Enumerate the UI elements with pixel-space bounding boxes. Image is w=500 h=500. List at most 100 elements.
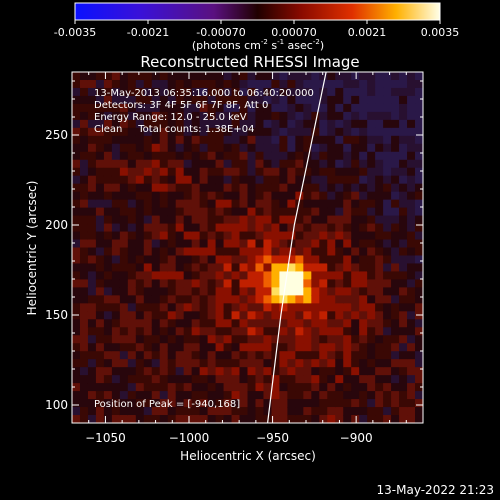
image-pixel — [319, 239, 328, 249]
image-pixel — [159, 311, 169, 320]
image-pixel — [295, 239, 304, 249]
image-pixel — [391, 271, 400, 281]
image-pixel — [303, 359, 312, 368]
image-pixel — [119, 311, 129, 320]
image-pixel — [183, 87, 193, 97]
image-pixel — [279, 359, 288, 368]
image-pixel — [143, 415, 153, 423]
image-pixel — [87, 215, 97, 225]
image-pixel — [239, 239, 249, 249]
image-pixel — [255, 351, 265, 360]
image-pixel — [399, 399, 408, 408]
image-pixel — [407, 79, 416, 89]
image-pixel — [223, 223, 233, 233]
image-pixel — [151, 263, 161, 273]
image-pixel — [271, 72, 281, 81]
image-pixel — [375, 335, 384, 344]
image-pixel — [335, 271, 344, 281]
image-pixel — [279, 271, 288, 281]
image-pixel — [79, 247, 89, 257]
image-pixel — [95, 279, 105, 288]
image-pixel — [151, 223, 161, 233]
image-pixel — [167, 247, 177, 257]
image-pixel — [407, 391, 416, 400]
image-pixel — [271, 159, 281, 169]
image-pixel — [72, 279, 81, 288]
image-pixel — [239, 199, 249, 209]
image-pixel — [295, 175, 304, 185]
image-pixel — [311, 415, 320, 423]
image-pixel — [399, 351, 408, 360]
image-pixel — [127, 143, 137, 153]
image-pixel — [327, 335, 336, 344]
image-pixel — [111, 87, 121, 97]
image-pixel — [255, 367, 265, 376]
image-pixel — [263, 167, 273, 177]
image-pixel — [159, 295, 169, 304]
image-pixel — [95, 143, 105, 153]
image-pixel — [239, 303, 249, 312]
image-pixel — [191, 231, 201, 241]
image-pixel — [391, 87, 400, 97]
image-pixel — [143, 255, 153, 265]
image-pixel — [207, 127, 217, 137]
image-pixel — [135, 167, 145, 177]
image-pixel — [263, 239, 273, 249]
image-pixel — [87, 303, 97, 312]
image-pixel — [311, 311, 320, 320]
image-pixel — [255, 391, 265, 400]
image-pixel — [247, 103, 257, 113]
image-pixel — [143, 247, 153, 257]
image-pixel — [399, 151, 408, 161]
image-pixel — [351, 263, 360, 273]
image-pixel — [303, 231, 312, 241]
image-pixel — [303, 103, 312, 113]
image-pixel — [183, 287, 193, 296]
image-pixel — [207, 407, 217, 416]
image-pixel — [239, 295, 249, 304]
image-pixel — [399, 199, 408, 209]
image-pixel — [247, 167, 257, 177]
image-pixel — [135, 263, 145, 273]
image-pixel — [263, 351, 273, 360]
image-pixel — [191, 263, 201, 273]
image-pixel — [311, 247, 320, 257]
image-pixel — [167, 295, 177, 304]
image-pixel — [295, 335, 304, 344]
image-pixel — [343, 271, 352, 281]
image-pixel — [319, 199, 328, 209]
image-pixel — [375, 255, 384, 265]
image-pixel — [239, 407, 249, 416]
image-pixel — [119, 127, 129, 137]
image-pixel — [279, 103, 288, 113]
image-pixel — [127, 72, 137, 81]
image-pixel — [343, 183, 352, 193]
image-pixel — [407, 287, 416, 296]
image-pixel — [367, 95, 376, 105]
image-pixel — [303, 215, 312, 225]
image-pixel — [167, 375, 177, 384]
image-pixel — [407, 335, 416, 344]
image-pixel — [375, 351, 384, 360]
image-pixel — [295, 375, 304, 384]
image-pixel — [72, 207, 81, 217]
image-pixel — [303, 119, 312, 129]
image-pixel — [127, 215, 137, 225]
image-pixel — [327, 239, 336, 249]
image-pixel — [263, 407, 273, 416]
image-pixel — [399, 135, 408, 145]
image-pixel — [239, 127, 249, 137]
image-pixel — [167, 191, 177, 201]
image-pixel — [143, 375, 153, 384]
image-pixel — [271, 255, 281, 265]
image-pixel — [311, 95, 320, 105]
image-pixel — [375, 359, 384, 368]
image-pixel — [191, 255, 201, 265]
image-pixel — [199, 391, 209, 400]
image-pixel — [399, 343, 408, 352]
image-pixel — [231, 375, 241, 384]
image-pixel — [175, 367, 185, 376]
image-pixel — [215, 295, 225, 304]
image-pixel — [207, 327, 217, 336]
